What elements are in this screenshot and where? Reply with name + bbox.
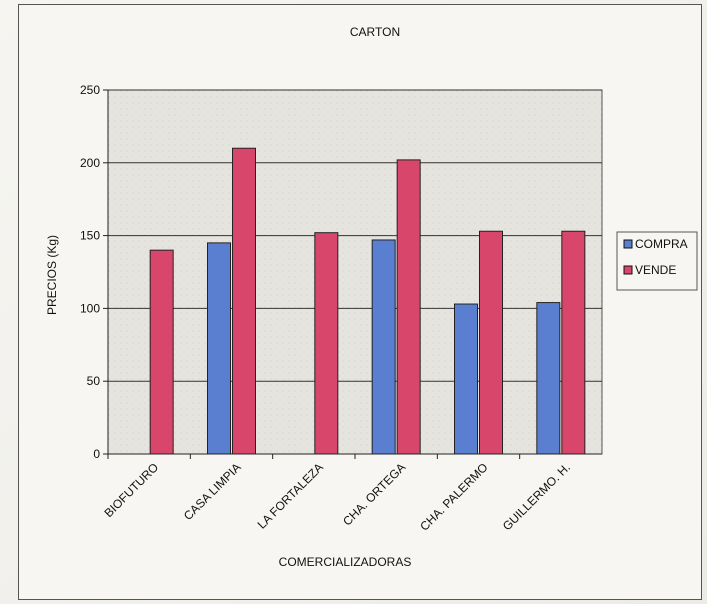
y-axis-title: PRECIOS (Kg) bbox=[45, 235, 59, 315]
grid-lines bbox=[108, 89, 602, 382]
x-category-label: BIOFUTURO bbox=[101, 460, 161, 520]
y-tick-label: 0 bbox=[93, 447, 100, 461]
legend-label-compra: COMPRA bbox=[635, 237, 688, 251]
bar-compra-1 bbox=[207, 242, 231, 455]
chart-title: CARTON bbox=[350, 25, 400, 39]
y-tick-label: 150 bbox=[80, 229, 100, 243]
x-axis-categories: BIOFUTURO CASA LIMPIA LA FORTALEZA CHA. ORT… bbox=[101, 454, 573, 534]
bar-compra-3 bbox=[371, 239, 396, 455]
y-tick-label: 50 bbox=[87, 374, 101, 388]
x-category-label: CHA. ORTEGA bbox=[340, 460, 408, 528]
bar-vende-2 bbox=[314, 232, 339, 455]
x-category-label: LA FORTALEZA bbox=[255, 460, 326, 531]
bar-compra-5 bbox=[536, 302, 561, 455]
x-category-label: CHA. PALERMO bbox=[417, 460, 490, 533]
legend-swatch-compra bbox=[623, 239, 633, 249]
legend: COMPRA VENDE bbox=[616, 231, 698, 291]
y-tick-label: 200 bbox=[80, 156, 100, 170]
bar-vende-5 bbox=[561, 230, 586, 455]
bar-vende-1 bbox=[232, 147, 256, 455]
y-tick-label: 250 bbox=[80, 83, 100, 97]
legend-label-vende: VENDE bbox=[635, 263, 676, 277]
x-axis-title: COMERCIALIZADORAS bbox=[279, 555, 412, 569]
bar-vende-0 bbox=[149, 249, 174, 455]
bar-vende-4 bbox=[479, 230, 503, 455]
bar-vende-3 bbox=[396, 159, 421, 455]
x-category-label: CASA LIMPIA bbox=[181, 460, 244, 523]
y-tick-label: 100 bbox=[80, 301, 100, 315]
y-axis-ticks: 0 50 100 150 200 250 bbox=[80, 83, 108, 461]
legend-swatch-vende bbox=[623, 265, 633, 275]
bars bbox=[149, 147, 586, 455]
x-category-label: GUILLERMO. H. bbox=[500, 460, 573, 533]
bar-compra-4 bbox=[454, 303, 478, 455]
plot-area bbox=[107, 89, 603, 455]
